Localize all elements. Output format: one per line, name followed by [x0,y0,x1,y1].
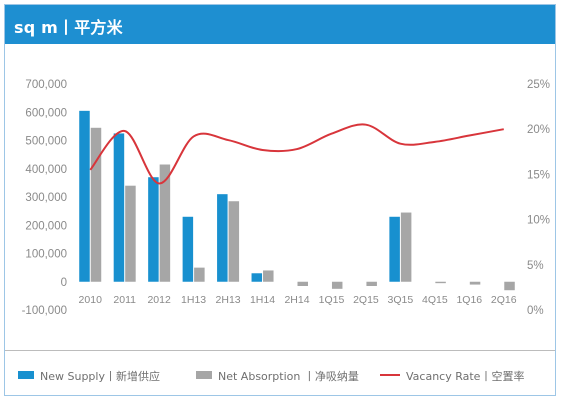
legend-item-absorption: Net Absorption 丨净吸纳量 [196,368,376,383]
legend-swatch-supply [18,371,34,379]
bar-net-absorption [228,201,240,282]
bar-new-supply [251,273,263,282]
y-left-tick-label: 200,000 [25,220,67,232]
bar-new-supply [79,110,90,282]
y-left-tick-label: 100,000 [25,249,67,261]
legend-swatch-absorption [196,371,212,379]
y-left-tick-label: 600,000 [25,107,67,119]
bar-net-absorption [435,281,446,284]
x-category-label: 2011 [113,294,136,306]
x-category-label: 1H14 [250,294,275,306]
legend-label-absorption: Net Absorption 丨净吸纳量 [218,370,359,383]
bar-new-supply [148,177,159,282]
y-left-tick-label: 400,000 [25,164,67,176]
bar-net-absorption [90,127,102,282]
y-left-tick-label: 700,000 [25,79,67,91]
x-category-label: 2H13 [216,294,241,306]
y-right-tick-label: 10% [527,215,550,227]
x-category-label: 2012 [147,294,171,306]
bar-net-absorption [331,281,343,289]
x-category-label: 4Q15 [422,294,448,306]
y-right-tick-label: 20% [527,124,550,136]
chart-title: sq m丨平方米 [14,18,123,37]
y-right-tick-label: 5% [527,260,544,272]
bar-new-supply [113,133,125,282]
chart-panel: sq m丨平方米 -100,000 0 100,000 200,000 300,000 4… [4,4,556,396]
bar-new-supply [389,216,400,282]
x-category-label: 1Q16 [456,294,482,306]
bar-net-absorption [159,164,171,282]
bar-net-absorption [400,212,412,282]
x-category-label: 2H14 [284,294,309,306]
legend-label-vacancy: Vacancy Rate丨空置率 [406,370,525,383]
bar-net-absorption [263,270,274,282]
y-left-tick-label: 0 [61,277,67,289]
x-category-label: 3Q15 [388,294,414,306]
x-category-label: 2Q16 [491,294,517,306]
y-left-tick-label: -100,000 [22,305,67,317]
x-category-label: 2010 [79,294,103,306]
bar-net-absorption [366,281,377,286]
legend-item-supply: New Supply丨新增供应 [18,368,188,383]
x-category-label: 2Q15 [353,294,379,306]
x-category-label: 1H13 [181,294,206,306]
legend-swatch-vacancy [380,374,400,376]
y-left-tick-label: 300,000 [25,192,67,204]
chart-header: sq m丨平方米 [5,5,555,44]
chart-legend: New Supply丨新增供应 Net Absorption 丨净吸纳量 Vac… [5,350,555,395]
y-left-tick-label: 500,000 [25,136,67,148]
legend-label-supply: New Supply丨新增供应 [40,370,160,383]
bar-new-supply [182,216,194,282]
bar-net-absorption [297,281,308,286]
y-right-tick-label: 25% [527,79,550,91]
chart-plot: -100,000 0 100,000 200,000 300,000 400,000 500… [22,79,550,317]
bar-new-supply [217,194,228,282]
bar-net-absorption [469,281,481,285]
bar-net-absorption [504,281,515,291]
x-category-label: 1Q15 [319,294,345,306]
legend-item-vacancy: Vacancy Rate丨空置率 [380,368,550,383]
bar-net-absorption [194,267,205,282]
y-right-tick-label: 0% [527,305,544,317]
y-right-tick-label: 15% [527,169,550,181]
vacancy-rate-line [89,123,504,185]
bar-net-absorption [125,185,136,282]
